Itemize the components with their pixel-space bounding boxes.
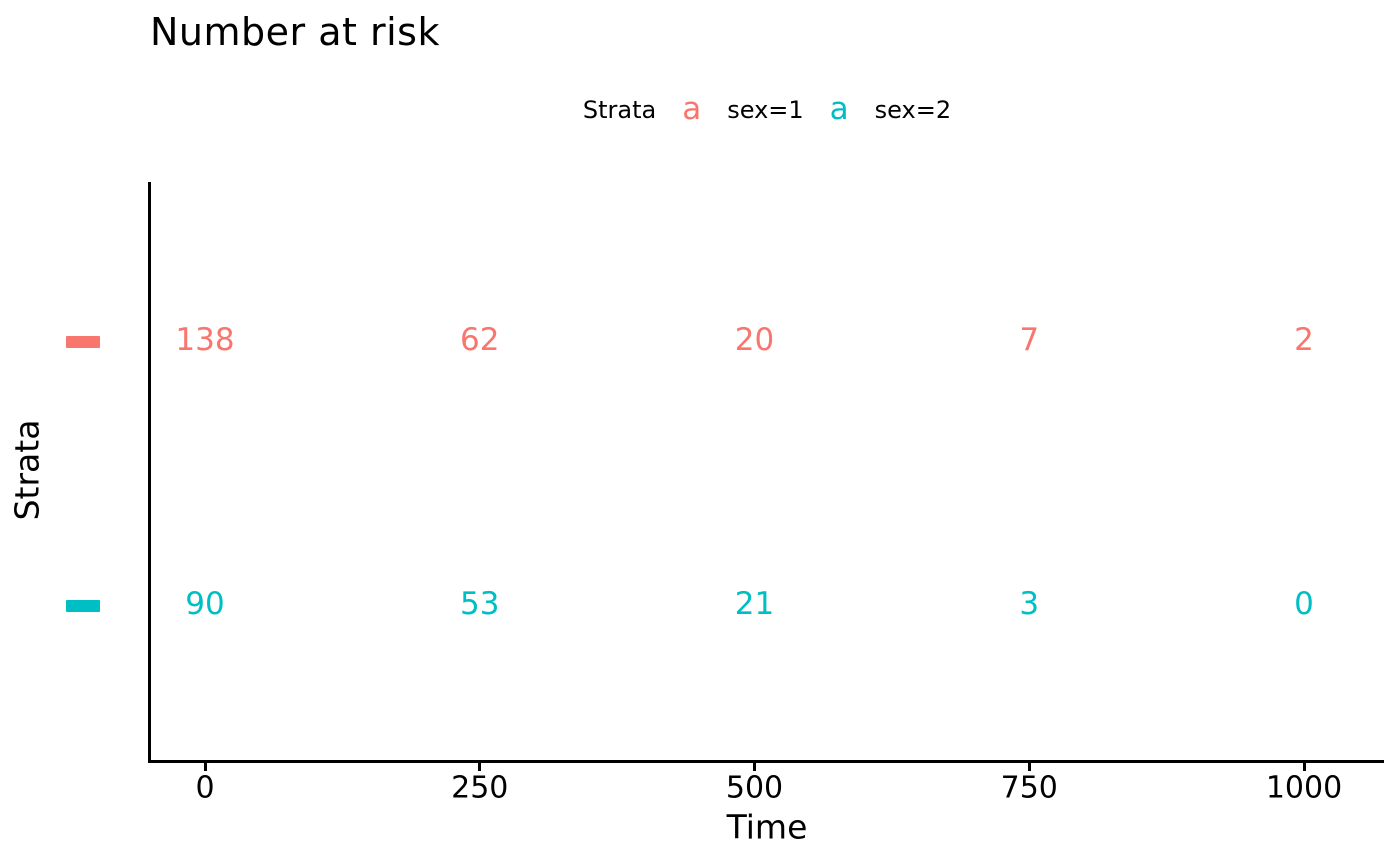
x-axis-tick-label: 500 bbox=[725, 770, 784, 806]
x-axis-tick-label: 250 bbox=[451, 770, 509, 806]
y-axis-strata-dash-sex=2 bbox=[66, 600, 100, 612]
legend-key-a-icon: a bbox=[682, 91, 702, 127]
risk-count-sex=2-t1000: 0 bbox=[1294, 586, 1314, 622]
risk-count-sex=1-t1000: 2 bbox=[1294, 322, 1314, 358]
legend-title: Strata bbox=[582, 95, 657, 124]
risk-count-sex=1-t250: 62 bbox=[460, 322, 500, 358]
x-axis-tick-mark bbox=[1027, 763, 1031, 771]
x-axis-tick-mark bbox=[478, 763, 482, 771]
x-axis-tick-mark bbox=[1302, 763, 1306, 771]
x-axis-tick-label: 750 bbox=[1000, 770, 1058, 806]
y-axis-label: Strata bbox=[7, 419, 47, 521]
legend-entry-sex2: a sex=2 bbox=[830, 94, 951, 125]
x-axis-tick-mark bbox=[753, 763, 756, 771]
risk-count-sex=2-t750: 3 bbox=[1019, 586, 1040, 622]
legend-key-a-icon: a bbox=[829, 91, 849, 127]
y-axis-strata-dash-sex=1 bbox=[66, 336, 100, 348]
y-axis-line bbox=[148, 182, 151, 763]
risk-count-sex=2-t250: 53 bbox=[460, 586, 500, 622]
x-axis-line bbox=[148, 760, 1384, 763]
x-axis-label: Time bbox=[726, 807, 808, 847]
risk-count-sex=1-t750: 7 bbox=[1019, 322, 1040, 358]
legend: Strata a sex=1 a sex=2 bbox=[150, 94, 1384, 125]
legend-entry-label: sex=2 bbox=[874, 95, 952, 124]
risk-count-sex=1-t0: 138 bbox=[175, 322, 235, 358]
legend-entry-label: sex=1 bbox=[727, 95, 804, 124]
risk-count-sex=2-t0: 90 bbox=[185, 586, 225, 622]
x-axis-tick-label: 0 bbox=[195, 770, 215, 806]
x-axis-tick-label: 1000 bbox=[1265, 770, 1343, 806]
x-axis-tick-mark bbox=[203, 763, 207, 771]
plot-title: Number at risk bbox=[150, 10, 440, 54]
risk-count-sex=1-t500: 20 bbox=[734, 322, 775, 358]
risk-count-sex=2-t500: 21 bbox=[734, 586, 775, 622]
legend-entry-sex1: a sex=1 bbox=[682, 94, 803, 125]
